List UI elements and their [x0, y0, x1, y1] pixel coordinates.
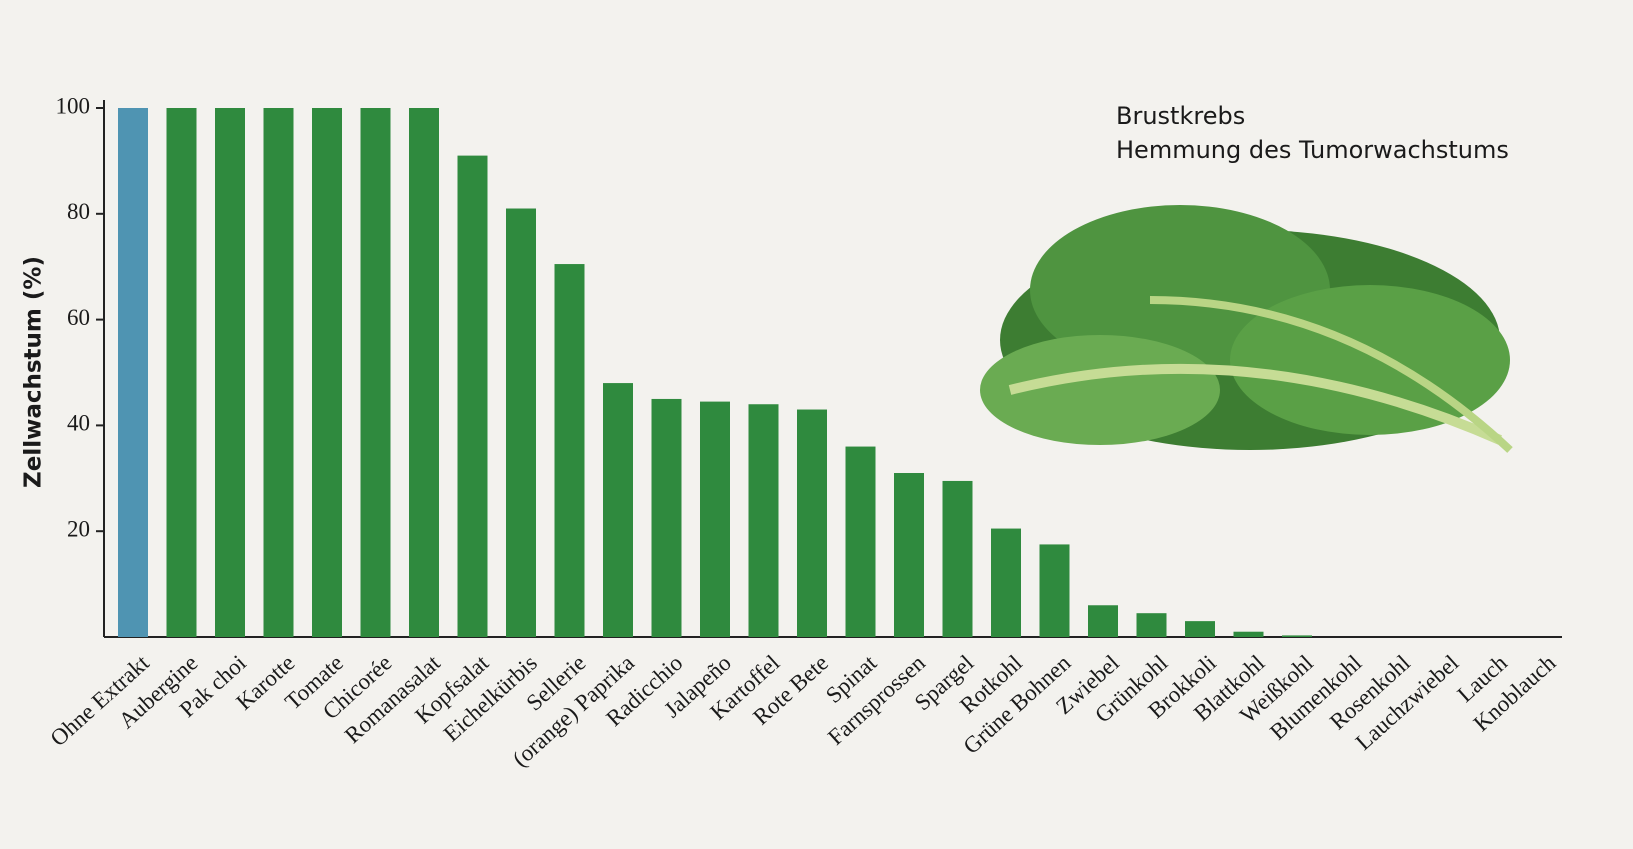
bar — [361, 108, 391, 637]
bar — [555, 264, 585, 637]
y-tick-label: 60 — [67, 305, 90, 330]
bar — [894, 473, 924, 637]
bar — [1234, 632, 1264, 637]
bar — [700, 402, 730, 637]
bar — [797, 410, 827, 637]
bar — [846, 447, 876, 637]
bar — [118, 108, 148, 637]
bar — [603, 383, 633, 637]
bar — [1040, 544, 1070, 637]
bar — [409, 108, 439, 637]
bar — [264, 108, 294, 637]
bar — [943, 481, 973, 637]
bar — [167, 108, 197, 637]
y-axis-label: Zellwachstum (%) — [21, 256, 47, 488]
y-tick-label: 100 — [56, 93, 91, 118]
bar — [312, 108, 342, 637]
bar — [991, 529, 1021, 637]
page: {"chart_data": {"type": "bar", "title": … — [0, 0, 1633, 849]
bar — [1185, 621, 1215, 637]
chart-subtitle: Hemmung des Tumorwachstums — [1116, 136, 1509, 164]
bar — [215, 108, 245, 637]
bar — [749, 404, 779, 637]
bar — [652, 399, 682, 637]
chart: Brustkrebs Hemmung des Tumorwachstums Ze… — [0, 0, 1633, 849]
bar — [1137, 613, 1167, 637]
bar — [1088, 605, 1118, 637]
bar — [506, 209, 536, 637]
y-tick-label: 80 — [67, 199, 90, 224]
chart-title: Brustkrebs — [1116, 102, 1245, 130]
y-tick-label: 40 — [67, 411, 90, 436]
kale-illustration — [980, 205, 1510, 450]
bar — [1282, 635, 1312, 637]
bar — [458, 156, 488, 637]
y-tick-label: 20 — [67, 516, 90, 541]
